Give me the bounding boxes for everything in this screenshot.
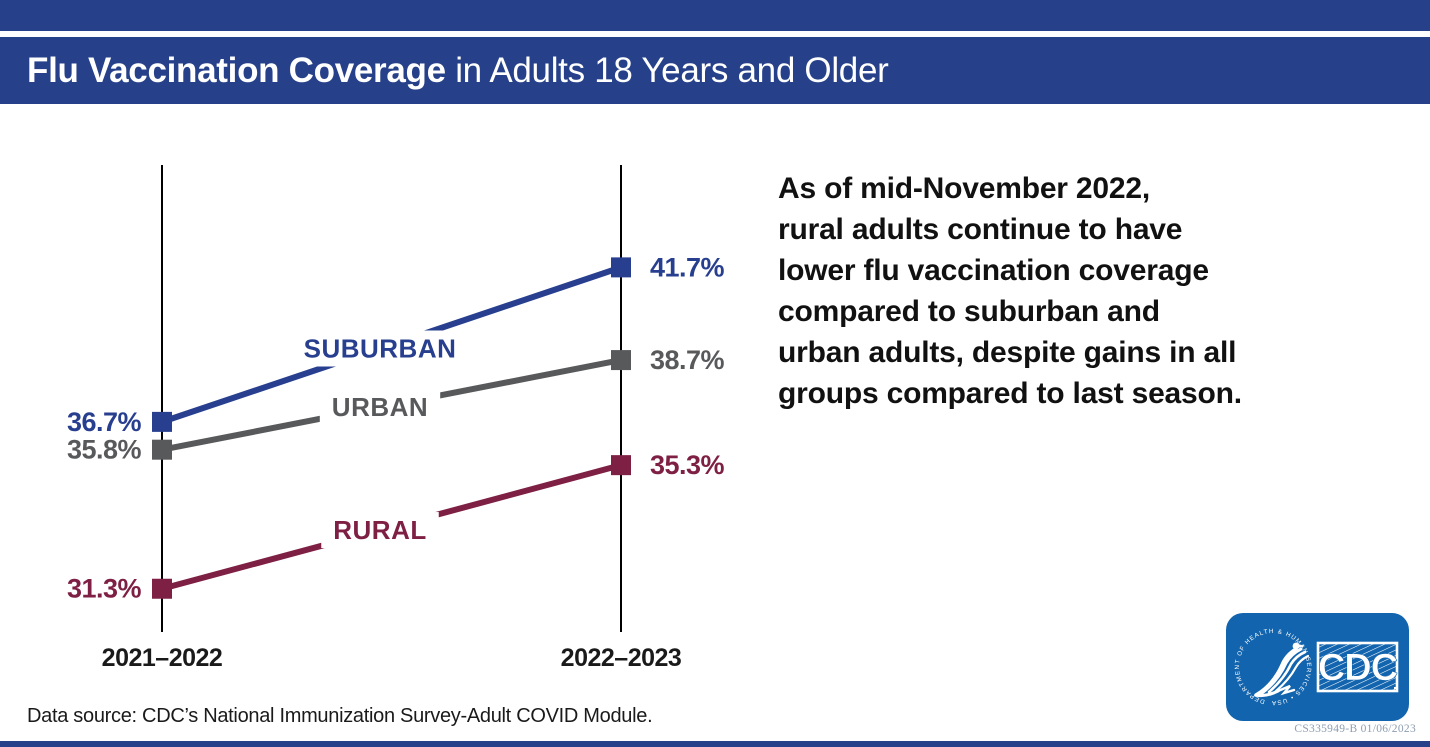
cdc-hhs-logo: DEPARTMENT OF HEALTH & HUMAN SERVICES • …	[1226, 613, 1409, 721]
annotation-line: lower flu vaccination coverage	[778, 254, 1209, 287]
annotation-line: compared to suburban and	[778, 295, 1160, 328]
series-label-rural: RURAL	[333, 515, 427, 545]
annotation-line: groups compared to last season.	[778, 377, 1242, 410]
value-label: 35.3%	[650, 450, 725, 480]
data-point-marker	[611, 257, 631, 278]
data-point-marker	[152, 439, 172, 460]
top-accent-bar	[0, 0, 1430, 31]
annotation-line: urban adults, despite gains in all	[778, 336, 1237, 369]
annotation-line: As of mid-November 2022,	[778, 172, 1150, 205]
value-label: 31.3%	[67, 574, 142, 604]
value-label: 38.7%	[650, 345, 725, 375]
value-label: 36.7%	[67, 407, 142, 437]
x-tick-label: 2021–2022	[102, 644, 223, 672]
page-title: Flu Vaccination Coverage in Adults 18 Ye…	[27, 51, 889, 91]
series-label-mask	[291, 330, 469, 367]
svg-text:CDC: CDC	[1318, 647, 1398, 689]
x-tick-label: 2022–2023	[561, 644, 682, 672]
series-label-mask	[321, 512, 439, 549]
series-label-urban: URBAN	[332, 392, 428, 422]
value-label: 41.7%	[650, 252, 725, 282]
value-label: 35.8%	[67, 435, 142, 465]
document-code: CS335949-B 01/06/2023	[1294, 723, 1416, 735]
data-source-text: Data source: CDC’s National Immunization…	[27, 705, 653, 727]
series-label-mask	[319, 389, 441, 426]
annotation-line: rural adults continue to have	[778, 213, 1183, 246]
page-title-rest: in Adults 18 Years and Older	[445, 50, 889, 90]
page-title-bold: Flu Vaccination Coverage	[27, 50, 446, 90]
data-point-marker	[152, 578, 172, 599]
bottom-accent-bar	[0, 741, 1430, 747]
header-band: Flu Vaccination Coverage in Adults 18 Ye…	[0, 37, 1430, 104]
data-point-marker	[611, 350, 631, 371]
series-label-suburban: SUBURBAN	[304, 334, 457, 364]
cdc-wordmark: CDC	[1316, 641, 1399, 693]
data-point-marker	[611, 455, 631, 476]
data-point-marker	[152, 411, 172, 432]
annotation-text: As of mid-November 2022, rural adults co…	[778, 168, 1338, 414]
